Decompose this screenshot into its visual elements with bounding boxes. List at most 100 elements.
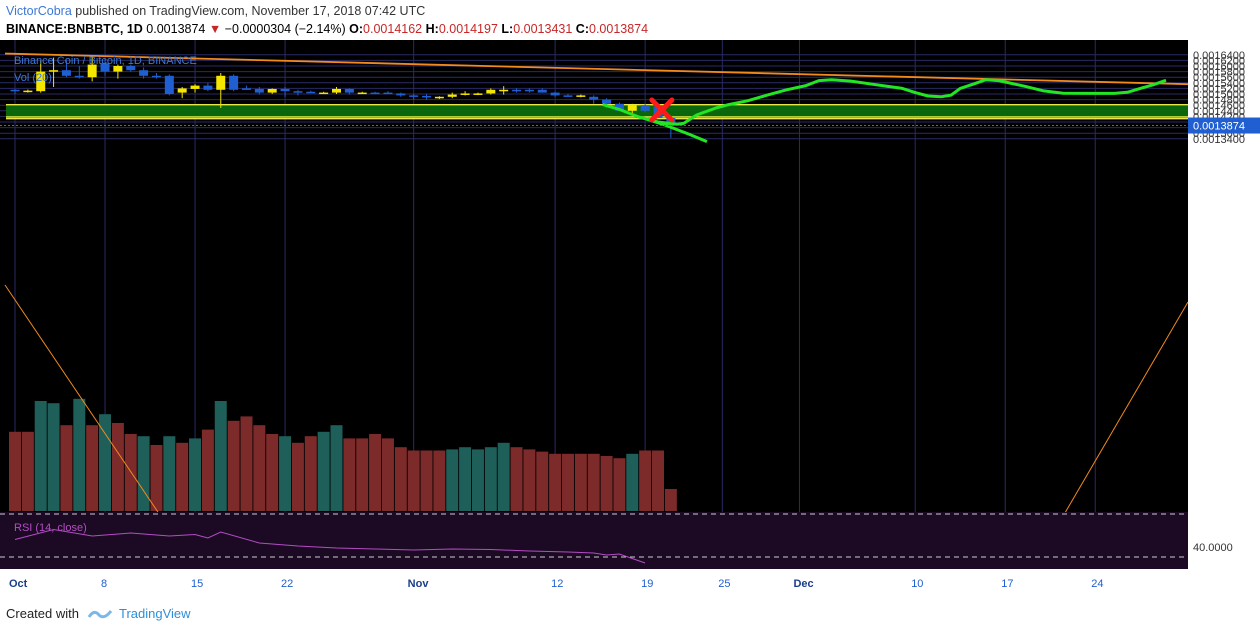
tradingview-brand-link[interactable]: TradingView xyxy=(118,606,191,621)
candle-body xyxy=(550,92,560,96)
candle-body xyxy=(589,96,599,100)
candle-body xyxy=(293,91,303,93)
candle-body xyxy=(61,70,71,76)
volume-bar xyxy=(652,450,664,511)
volume-bar xyxy=(189,438,202,511)
candle-body xyxy=(473,93,483,95)
volume-bar xyxy=(471,449,484,511)
volume-bar xyxy=(21,431,34,511)
price-tick-label: 0.0015600 xyxy=(1193,72,1245,84)
price-tick-label: 0.0015800 xyxy=(1193,67,1245,79)
candle-body xyxy=(512,89,522,92)
volume-bar xyxy=(549,453,562,511)
volume-bar xyxy=(484,447,497,511)
projection-up-path xyxy=(602,78,1167,126)
tradingview-logo-icon xyxy=(87,609,113,618)
candle-body xyxy=(627,105,637,111)
volume-bar xyxy=(176,442,189,511)
rsi-line xyxy=(14,528,646,564)
rsi-pane xyxy=(0,512,1188,569)
time-tick-label: Nov xyxy=(408,578,430,590)
candle-body xyxy=(344,88,354,93)
volume-bar xyxy=(369,434,382,511)
publish-text: published on TradingView.com, November 1… xyxy=(75,4,426,18)
volume-bar xyxy=(356,438,369,511)
volume-bar xyxy=(137,436,150,511)
candle-body xyxy=(267,88,277,93)
candle-body xyxy=(241,88,251,90)
volume-bar xyxy=(279,436,292,511)
candle-body xyxy=(576,95,586,97)
candle-body xyxy=(319,92,329,95)
time-tick-label: 22 xyxy=(281,578,293,590)
author-link[interactable]: VictorCobra xyxy=(6,4,72,18)
candle-body xyxy=(409,95,419,97)
time-tick-label: Oct xyxy=(9,578,28,590)
candle-body xyxy=(164,75,174,94)
time-tick-label: 12 xyxy=(551,578,563,590)
volume-bar xyxy=(626,453,639,511)
current-price-tag xyxy=(1188,117,1260,134)
volume-bar xyxy=(536,451,549,511)
current-price-label: 0.0013874 xyxy=(1193,121,1245,133)
high-value: 0.0014197 xyxy=(438,22,498,36)
volume-bar xyxy=(214,401,227,511)
high-label: H: xyxy=(425,22,439,36)
volume-bar xyxy=(47,403,60,511)
symbol-label: BINANCE:BNBBTC, 1D xyxy=(6,22,143,36)
price-tick-label: 0.0014400 xyxy=(1193,106,1245,118)
low-label: L: xyxy=(501,22,514,36)
diagonal-line-left xyxy=(4,284,171,531)
footer: Created with TradingView xyxy=(6,606,191,621)
volume-bar xyxy=(587,453,600,511)
close-label: C: xyxy=(575,22,589,36)
candle-body xyxy=(151,75,161,78)
price-tick-label: 0.0015400 xyxy=(1193,78,1245,90)
candle-body xyxy=(486,89,496,94)
candle-body xyxy=(190,85,200,89)
volume-bar xyxy=(163,436,176,511)
candle-body xyxy=(499,89,509,92)
volume-bar xyxy=(291,442,304,511)
volume-bar xyxy=(99,414,112,511)
candle-body xyxy=(524,89,534,92)
open-value: 0.0014162 xyxy=(363,22,423,36)
volume-bar xyxy=(497,442,510,511)
volume-bars xyxy=(9,398,677,511)
red-x-icon xyxy=(649,97,675,123)
volume-bar xyxy=(420,450,433,511)
volume-bar xyxy=(561,453,574,511)
volume-bar xyxy=(266,434,279,511)
price-chart[interactable]: 0.00164000.00162000.00160000.00158000.00… xyxy=(0,40,1260,596)
volume-bar xyxy=(446,449,459,511)
created-with-text: Created with xyxy=(6,606,79,621)
candle-body xyxy=(357,92,367,95)
price-tick-label: 0.0013400 xyxy=(1193,134,1245,146)
candle-body xyxy=(10,89,20,92)
low-value: 0.0013431 xyxy=(513,22,573,36)
candle-body xyxy=(434,96,444,99)
volume-bar xyxy=(34,401,47,511)
time-tick-label: 24 xyxy=(1091,578,1103,590)
support-zone xyxy=(6,103,1188,120)
volume-bar xyxy=(459,447,472,511)
time-tick-label: 19 xyxy=(641,578,653,590)
candle-body xyxy=(23,90,33,93)
price-tick-label: 0.0015200 xyxy=(1193,83,1245,95)
volume-bar xyxy=(664,489,677,511)
volume-bar xyxy=(407,450,420,511)
candle-body xyxy=(177,88,187,93)
candle-body xyxy=(49,70,59,72)
price-change: −0.0000304 (−2.14%) xyxy=(224,22,346,36)
volume-bar xyxy=(73,398,86,511)
axes: 0.00164000.00162000.00160000.00158000.00… xyxy=(0,50,1260,590)
candle-body xyxy=(100,63,110,72)
volume-bar xyxy=(201,429,214,511)
volume-bar xyxy=(574,453,587,511)
price-tick-label: 0.0014600 xyxy=(1193,100,1245,112)
time-tick-label: 17 xyxy=(1001,578,1013,590)
volume-bar xyxy=(523,449,536,511)
volume-bar xyxy=(60,425,73,511)
volume-bar xyxy=(510,447,523,511)
candle-body xyxy=(537,89,547,93)
